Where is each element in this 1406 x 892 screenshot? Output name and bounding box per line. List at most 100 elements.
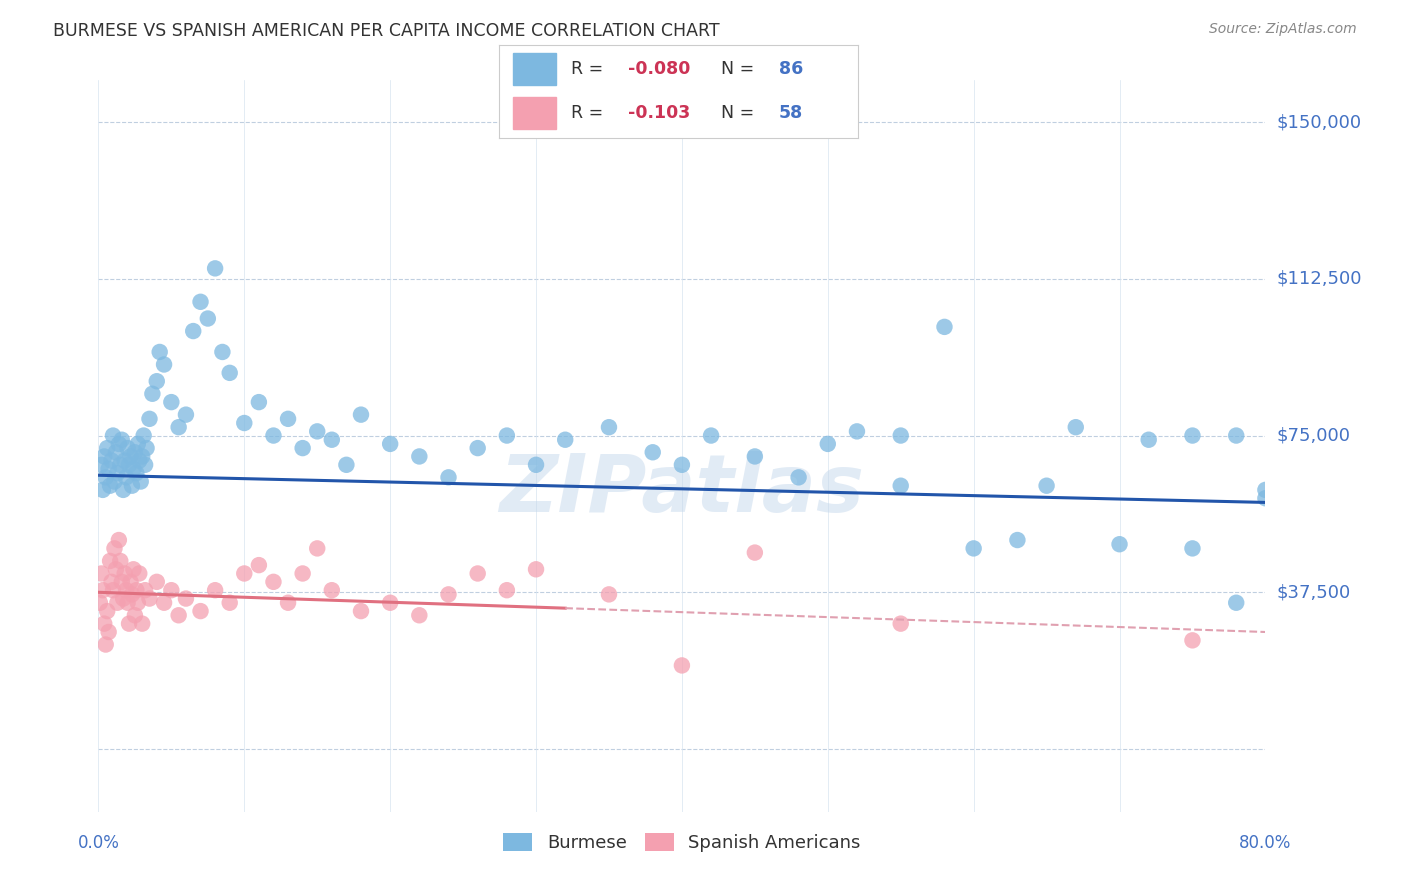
Point <box>307 425 329 439</box>
Text: 0.0%: 0.0% <box>77 834 120 852</box>
Legend: Burmese, Spanish Americans: Burmese, Spanish Americans <box>495 824 869 861</box>
Point <box>277 596 299 610</box>
Point <box>131 616 153 631</box>
Point <box>100 574 122 589</box>
Point <box>121 587 143 601</box>
Point <box>1181 633 1204 648</box>
Point <box>122 562 145 576</box>
Point <box>160 583 183 598</box>
Point <box>846 425 869 439</box>
Point <box>124 608 146 623</box>
Point <box>524 562 547 576</box>
Point <box>118 458 141 472</box>
Point <box>190 294 212 309</box>
Text: N =: N = <box>721 104 761 122</box>
Text: N =: N = <box>721 60 761 78</box>
Text: -0.103: -0.103 <box>628 104 690 122</box>
Point <box>100 453 122 467</box>
Point <box>1181 541 1204 556</box>
Point <box>1254 491 1277 506</box>
Bar <box>513 53 557 85</box>
Point <box>247 558 270 573</box>
Text: BURMESE VS SPANISH AMERICAN PER CAPITA INCOME CORRELATION CHART: BURMESE VS SPANISH AMERICAN PER CAPITA I… <box>53 22 720 40</box>
Point <box>89 596 111 610</box>
Point <box>204 583 226 598</box>
Point <box>105 466 128 480</box>
Point <box>962 541 984 556</box>
Point <box>90 566 112 581</box>
Point <box>104 562 127 576</box>
Point <box>104 445 127 459</box>
Point <box>138 591 160 606</box>
Point <box>496 428 519 442</box>
Point <box>96 441 118 455</box>
Point <box>890 428 912 442</box>
Point <box>174 591 197 606</box>
Point <box>108 437 131 451</box>
Point <box>125 583 148 598</box>
Point <box>120 450 142 464</box>
Point <box>90 458 112 472</box>
Point <box>263 574 285 589</box>
Point <box>1225 428 1247 442</box>
Point <box>97 625 120 640</box>
Point <box>91 583 114 598</box>
Point <box>124 445 146 459</box>
Point <box>131 450 153 464</box>
Point <box>408 608 430 623</box>
Point <box>1225 596 1247 610</box>
Point <box>437 470 460 484</box>
Point <box>117 596 139 610</box>
Point <box>141 386 163 401</box>
Point <box>153 596 176 610</box>
Point <box>197 311 219 326</box>
Point <box>218 596 240 610</box>
Point <box>103 475 125 489</box>
Text: $75,000: $75,000 <box>1277 426 1351 444</box>
Point <box>127 596 149 610</box>
Text: ZIPatlas: ZIPatlas <box>499 450 865 529</box>
Point <box>744 545 766 559</box>
Point <box>128 453 150 467</box>
Point <box>247 395 270 409</box>
Point <box>134 583 156 598</box>
Point <box>700 428 723 442</box>
Point <box>115 583 138 598</box>
Point <box>817 437 839 451</box>
Point <box>160 395 183 409</box>
Point <box>96 604 118 618</box>
Point <box>125 466 148 480</box>
Text: R =: R = <box>571 60 609 78</box>
Text: 58: 58 <box>779 104 803 122</box>
Point <box>190 604 212 618</box>
Point <box>380 437 402 451</box>
Point <box>277 412 299 426</box>
Point <box>149 345 172 359</box>
Point <box>128 566 150 581</box>
Point <box>122 462 145 476</box>
Point <box>1137 433 1160 447</box>
Point <box>121 479 143 493</box>
Point <box>174 408 197 422</box>
Point <box>1181 428 1204 442</box>
Point <box>146 374 169 388</box>
Point <box>890 479 912 493</box>
Point <box>101 428 124 442</box>
Point <box>97 462 120 476</box>
Point <box>307 541 329 556</box>
Point <box>350 604 373 618</box>
Point <box>554 433 576 447</box>
Point <box>263 428 285 442</box>
Point <box>110 458 132 472</box>
Point <box>111 433 134 447</box>
Point <box>233 416 256 430</box>
Point <box>114 566 136 581</box>
Text: $112,500: $112,500 <box>1277 269 1362 288</box>
Point <box>118 616 141 631</box>
Point <box>91 483 114 497</box>
Point <box>181 324 204 338</box>
Point <box>321 583 343 598</box>
Point <box>112 591 135 606</box>
Point <box>138 412 160 426</box>
Text: 86: 86 <box>779 60 803 78</box>
